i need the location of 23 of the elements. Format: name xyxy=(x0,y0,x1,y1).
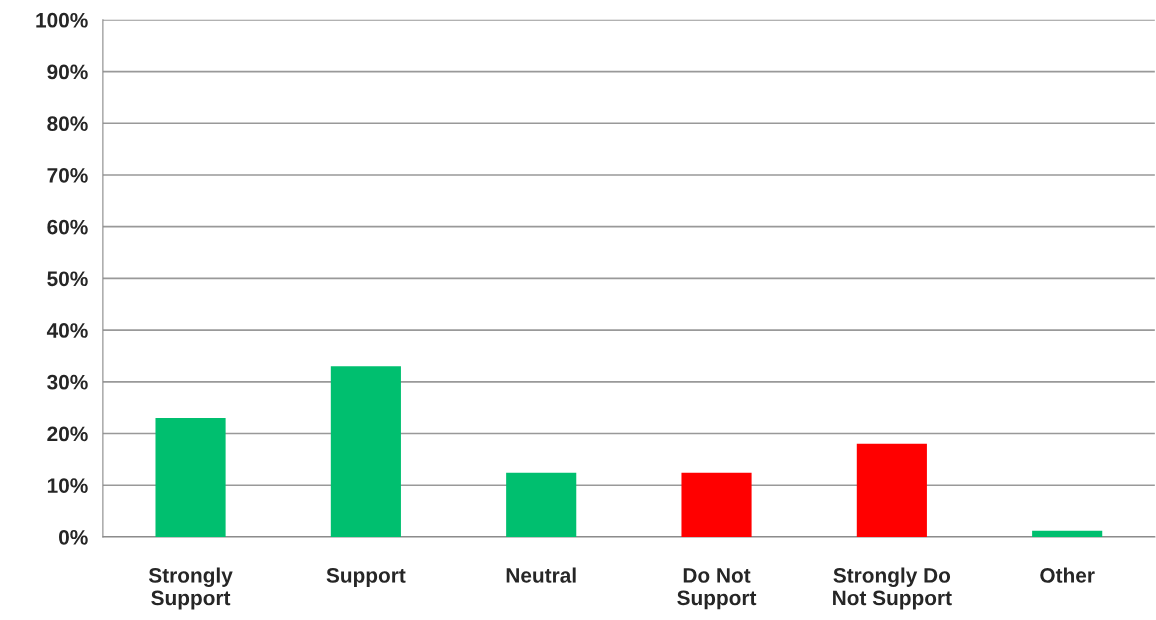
x-tick-label: Other xyxy=(1040,567,1095,583)
x-tick-label: Strongly Support xyxy=(148,567,233,610)
y-tick-label: 60% xyxy=(47,219,88,235)
y-tick-label: 50% xyxy=(47,271,88,287)
x-tick-label: Support xyxy=(326,568,406,587)
bar xyxy=(681,472,752,537)
y-tick-label: 90% xyxy=(47,64,88,80)
y-tick-label: 70% xyxy=(47,167,88,183)
y-tick-label: 80% xyxy=(47,116,88,132)
y-tick-label: 30% xyxy=(47,374,88,390)
y-tick-label: 20% xyxy=(47,426,88,442)
x-tick-label: Strongly Do Not Support xyxy=(833,567,952,610)
bar xyxy=(1032,530,1103,537)
y-tick-label: 100% xyxy=(36,12,88,28)
y-tick-label: 40% xyxy=(46,323,88,338)
bar xyxy=(856,443,927,537)
x-tick-label: Do Not Support xyxy=(677,568,757,610)
y-tick-label: 0% xyxy=(59,529,88,545)
bar xyxy=(330,366,401,537)
bar xyxy=(506,472,577,537)
y-tick-label: 10% xyxy=(47,478,88,493)
bar xyxy=(155,417,226,537)
x-tick-label: Neutral xyxy=(506,567,576,583)
